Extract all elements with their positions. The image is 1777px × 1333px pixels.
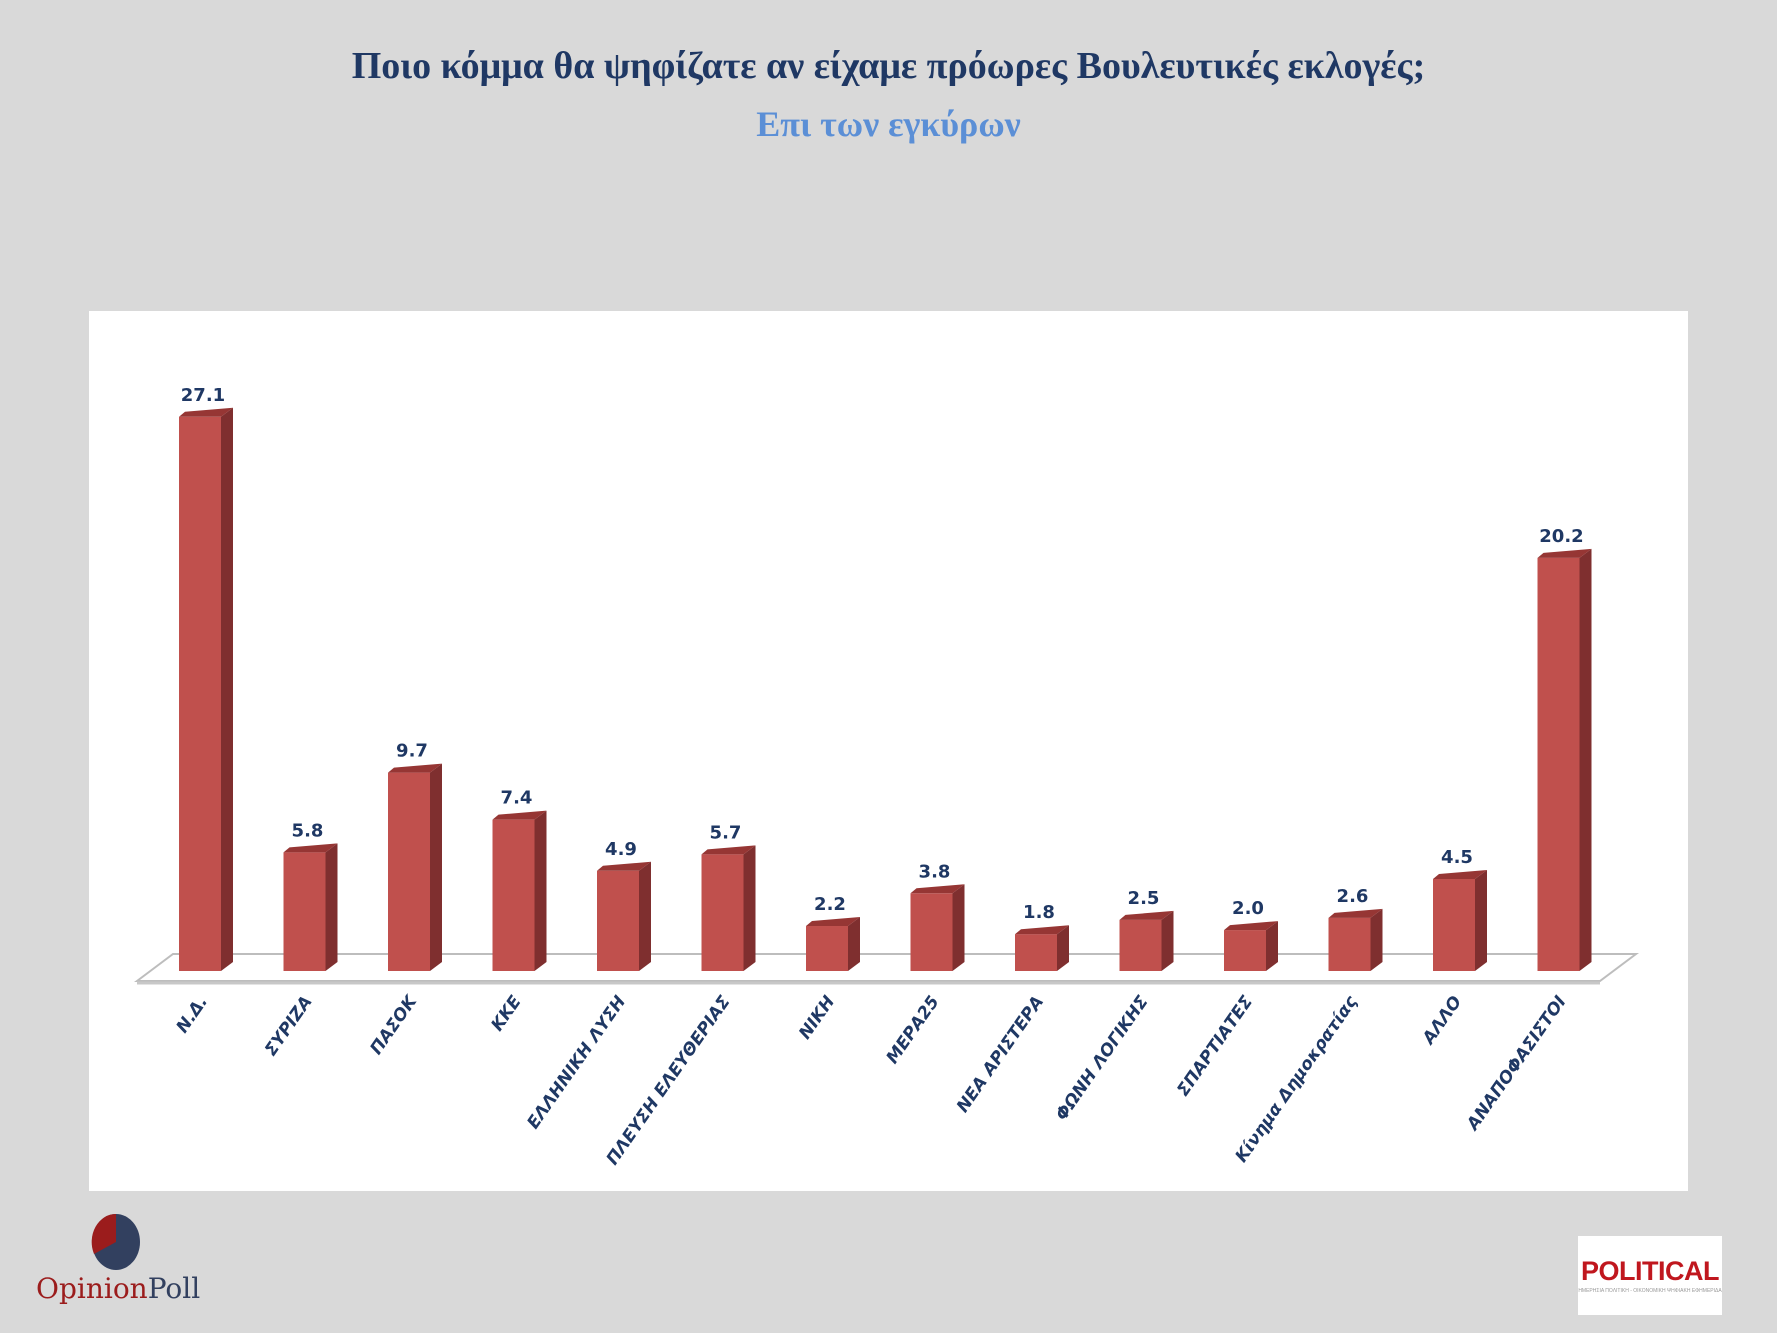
- bar: 27.1 Ν.Δ.: [173, 385, 233, 1037]
- category-label: ΝΙΚΗ: [795, 992, 839, 1043]
- bar: 9.7 ΠΑΣΟΚ: [366, 741, 442, 1059]
- value-label: 4.9: [605, 839, 637, 860]
- category-label: ΝΕΑ ΑΡΙΣΤΕΡΑ: [953, 992, 1048, 1116]
- value-label: 5.8: [292, 820, 324, 841]
- category-label: ΣΥΡΙΖΑ: [261, 992, 317, 1059]
- value-label: 27.1: [181, 385, 225, 406]
- category-label: ΕΛΛΗΝΙΚΗ ΛΥΣΗ: [523, 992, 630, 1132]
- chart-subtitle: Επι των εγκύρων: [756, 104, 1021, 144]
- pie-logo-icon: [91, 1213, 140, 1270]
- category-label: ΑΝΑΠΟΦΑΣΙΣΤΟΙ: [1462, 992, 1571, 1135]
- chart-title: Ποιο κόμμα θα ψηφίζατε αν είχαμε πρόωρες…: [351, 45, 1426, 87]
- category-label: ΑΛΛΟ: [1418, 992, 1466, 1049]
- chart-floor: [134, 953, 1639, 982]
- political-tagline: ΗΜΕΡΗΣΙΑ ΠΟΛΙΤΙΚΗ - ΟΙΚΟΝΟΜΙΚΗ ΨΗΦΙΑΚΗ Ε…: [1578, 1288, 1722, 1294]
- bar: 2.0 ΣΠΑΡΤΙΑΤΕΣ: [1173, 898, 1278, 1100]
- category-label: Ν.Δ.: [173, 992, 213, 1036]
- bar: 1.8 ΝΕΑ ΑΡΙΣΤΕΡΑ: [953, 902, 1069, 1116]
- category-label: Κίνημα Δημοκρατίας: [1232, 992, 1363, 1167]
- bar: 4.5 ΑΛΛΟ: [1418, 847, 1487, 1050]
- value-label: 20.2: [1539, 526, 1583, 547]
- value-label: 5.7: [710, 822, 742, 843]
- political-wordmark: POLITICAL: [1581, 1256, 1720, 1286]
- category-label: ΚΚΕ: [487, 992, 525, 1035]
- value-label: 4.5: [1441, 847, 1473, 868]
- bar: 5.8 ΣΥΡΙΖΑ: [261, 820, 338, 1060]
- chart-panel: 27.1 Ν.Δ. 5.8 ΣΥΡΙΖΑ 9.7 ΠΑΣΟΚ 7.4 ΚΚΕ 4.9 ΕΛΛΗΝΙ…: [89, 311, 1688, 1191]
- bar: 20.2 ΑΝΑΠΟΦΑΣΙΣΤΟΙ: [1462, 526, 1592, 1136]
- category-label: ΜΕΡΑ25: [883, 992, 944, 1067]
- value-label: 3.8: [919, 861, 951, 882]
- opinionpoll-part1: Opinion: [36, 1272, 148, 1305]
- bar: 7.4 ΚΚΕ: [487, 788, 547, 1035]
- opinionpoll-part2: Poll: [147, 1272, 201, 1305]
- category-label: ΦΩΝΗ ΛΟΓΙΚΗΣ: [1052, 992, 1153, 1124]
- value-label: 9.7: [396, 741, 428, 762]
- opinionpoll-logo: OpinionPoll: [36, 1212, 206, 1312]
- bar: 2.5 ΦΩΝΗ ΛΟΓΙΚΗΣ: [1052, 888, 1174, 1124]
- value-label: 2.2: [814, 894, 846, 915]
- bar-chart: 27.1 Ν.Δ. 5.8 ΣΥΡΙΖΑ 9.7 ΠΑΣΟΚ 7.4 ΚΚΕ 4.9 ΕΛΛΗΝΙ…: [134, 385, 1639, 1169]
- value-label: 2.0: [1232, 898, 1264, 919]
- value-label: 2.5: [1128, 888, 1160, 909]
- category-label: ΣΠΑΡΤΙΑΤΕΣ: [1173, 992, 1257, 1100]
- opinionpoll-wordmark: OpinionPoll: [36, 1272, 200, 1305]
- category-label: ΠΑΣΟΚ: [366, 991, 422, 1059]
- political-logo: POLITICAL ΗΜΕΡΗΣΙΑ ΠΟΛΙΤΙΚΗ - ΟΙΚΟΝΟΜΙΚΗ…: [1578, 1236, 1722, 1315]
- value-label: 2.6: [1337, 886, 1369, 907]
- value-label: 7.4: [501, 788, 533, 809]
- value-label: 1.8: [1023, 902, 1055, 923]
- category-label: ΠΛΕΥΣΗ ΕΛΕΥΘΕΡΙΑΣ: [603, 992, 735, 1169]
